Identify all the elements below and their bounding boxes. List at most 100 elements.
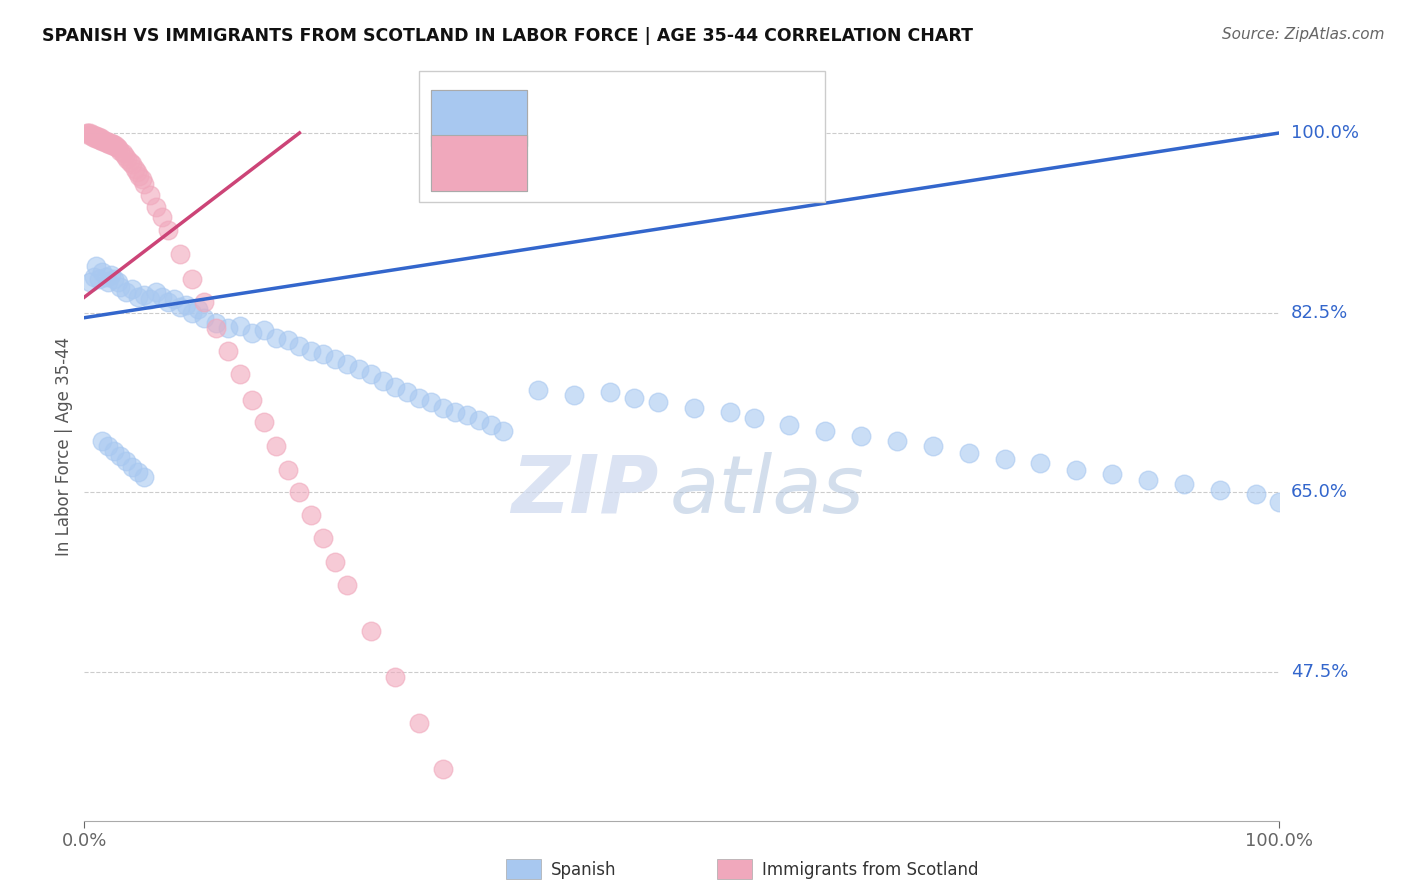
Point xyxy=(90,131,112,145)
Point xyxy=(132,288,156,302)
Point xyxy=(336,577,359,591)
Point xyxy=(82,130,104,145)
Text: Source: ZipAtlas.com: Source: ZipAtlas.com xyxy=(1222,27,1385,42)
Point xyxy=(86,260,108,274)
FancyBboxPatch shape xyxy=(432,90,527,146)
Point xyxy=(115,285,138,299)
Text: N = 61: N = 61 xyxy=(718,156,780,174)
Point xyxy=(384,670,406,684)
Point xyxy=(564,387,586,401)
Point xyxy=(479,418,502,433)
Point xyxy=(277,462,299,476)
Point xyxy=(264,439,287,453)
Point xyxy=(360,624,382,638)
Point xyxy=(157,295,180,310)
Point xyxy=(384,380,406,394)
Point xyxy=(79,275,101,289)
Point xyxy=(193,295,215,310)
Point xyxy=(94,134,117,148)
Point xyxy=(240,326,263,340)
Point xyxy=(111,146,134,161)
Point xyxy=(77,128,100,142)
Text: Spanish: Spanish xyxy=(551,861,617,879)
Point xyxy=(205,316,228,330)
Point xyxy=(132,178,156,192)
Point xyxy=(125,165,148,179)
Point xyxy=(1101,467,1123,481)
Point xyxy=(193,310,215,325)
Point xyxy=(264,331,287,345)
Point xyxy=(87,130,110,145)
Point xyxy=(288,485,311,500)
Point xyxy=(114,148,136,162)
Point xyxy=(128,169,150,183)
Point xyxy=(779,418,801,433)
Point xyxy=(94,269,117,284)
Point xyxy=(97,135,120,149)
Point xyxy=(97,275,120,289)
Point xyxy=(325,351,347,366)
Point xyxy=(89,133,111,147)
Point xyxy=(349,362,371,376)
Point xyxy=(86,128,108,143)
Point xyxy=(432,762,454,776)
Text: SPANISH VS IMMIGRANTS FROM SCOTLAND IN LABOR FORCE | AGE 35-44 CORRELATION CHART: SPANISH VS IMMIGRANTS FROM SCOTLAND IN L… xyxy=(42,27,973,45)
Point xyxy=(91,264,114,278)
Point xyxy=(145,200,167,214)
Point xyxy=(1137,473,1160,487)
Point xyxy=(599,384,621,399)
Point xyxy=(139,187,162,202)
Point xyxy=(93,135,115,149)
Point xyxy=(103,444,125,458)
Point xyxy=(1244,487,1267,501)
Point xyxy=(169,301,191,315)
Point xyxy=(145,285,167,299)
Point xyxy=(408,716,430,731)
Point xyxy=(83,128,105,142)
Point xyxy=(1268,495,1291,509)
Point xyxy=(115,454,138,468)
Point xyxy=(79,126,101,140)
Point xyxy=(127,290,149,304)
Point xyxy=(336,357,359,371)
Text: 65.0%: 65.0% xyxy=(1291,483,1347,501)
Point xyxy=(110,145,132,159)
Point xyxy=(229,318,252,333)
Point xyxy=(187,302,209,317)
Point xyxy=(163,292,186,306)
Point xyxy=(922,439,945,453)
Point xyxy=(373,375,395,389)
Text: R = 0.304: R = 0.304 xyxy=(533,156,623,174)
Point xyxy=(77,126,100,140)
Point xyxy=(408,391,430,405)
Point xyxy=(101,138,124,153)
Point xyxy=(181,271,204,285)
Point xyxy=(1209,483,1232,497)
Point xyxy=(217,321,239,335)
Point xyxy=(118,154,141,169)
Point xyxy=(683,401,706,415)
Point xyxy=(121,459,143,474)
Point xyxy=(107,275,129,289)
Point xyxy=(360,367,382,381)
Text: ZIP: ZIP xyxy=(510,452,658,530)
Point xyxy=(253,323,276,337)
Point xyxy=(80,128,103,142)
FancyBboxPatch shape xyxy=(419,71,825,202)
Text: 82.5%: 82.5% xyxy=(1291,303,1348,322)
Point xyxy=(86,132,108,146)
Point xyxy=(312,346,335,360)
Text: 100.0%: 100.0% xyxy=(1291,124,1358,142)
Point xyxy=(432,401,454,415)
Point xyxy=(396,384,419,399)
Point xyxy=(98,137,121,152)
Text: N = 81: N = 81 xyxy=(718,103,780,121)
Point xyxy=(87,271,110,285)
Point xyxy=(100,136,122,151)
Point xyxy=(217,343,239,358)
Point xyxy=(851,428,873,442)
Point xyxy=(718,405,741,419)
Point xyxy=(420,395,443,409)
Point xyxy=(83,269,105,284)
Text: 47.5%: 47.5% xyxy=(1291,663,1348,681)
